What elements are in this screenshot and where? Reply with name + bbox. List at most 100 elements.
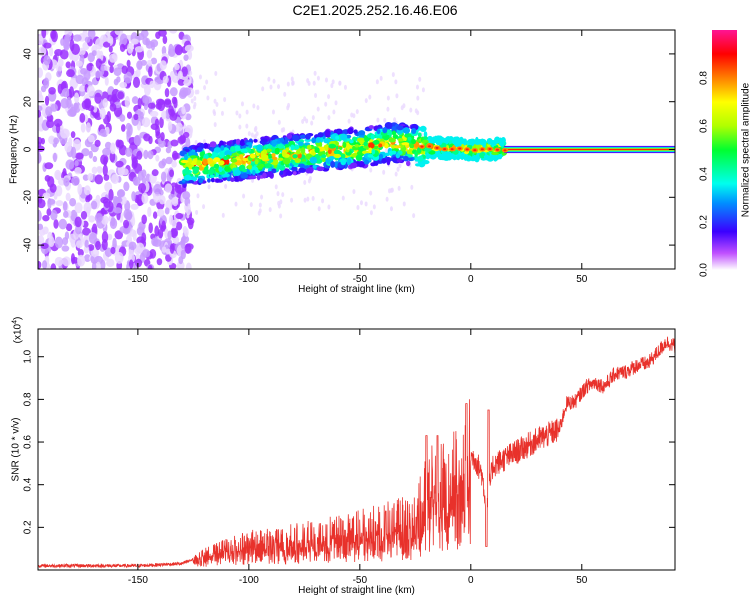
noise-blob [97, 166, 103, 174]
noise-blob [141, 176, 147, 186]
noise-blob [38, 194, 43, 204]
faint-speckle [393, 117, 397, 123]
noise-blob [48, 87, 56, 95]
faint-speckle [398, 163, 402, 169]
noise-blob [42, 260, 48, 269]
signal-blob [359, 139, 364, 145]
noise-blob [119, 114, 126, 122]
noise-blob [114, 251, 124, 264]
faint-speckle [418, 76, 422, 82]
faint-speckle [256, 138, 260, 144]
noise-blob [183, 79, 192, 87]
faint-speckle [327, 94, 331, 100]
signal-blob [290, 144, 295, 151]
noise-blob [116, 189, 125, 198]
signal-blob [297, 141, 304, 147]
noise-blob [167, 121, 173, 132]
noise-blob [155, 31, 161, 40]
faint-speckle [245, 123, 249, 129]
signal-blob [305, 133, 311, 140]
noise-blob [80, 210, 88, 220]
x-tick-label: -50 [353, 575, 368, 586]
faint-speckle [205, 79, 209, 85]
noise-blob [44, 95, 50, 106]
signal-blob [180, 159, 189, 164]
noise-blob [95, 70, 101, 79]
noise-blob [38, 67, 44, 78]
noise-blob [131, 156, 138, 168]
signal-blob [323, 144, 330, 151]
noise-blob [69, 233, 76, 244]
x-tick-label: 0 [468, 274, 474, 285]
signal-blob [468, 139, 474, 146]
colorbar-tick-label: 0.4 [699, 167, 710, 181]
noise-blob [149, 80, 155, 89]
colorbar: 0.0 0.2 0.4 0.6 0.8 Normalized spectral ampli… [699, 30, 750, 277]
exponent-power: 4 [12, 320, 19, 324]
noise-blob [91, 166, 98, 175]
signal-blob [474, 140, 481, 145]
signal-blob [409, 143, 414, 148]
noise-blob [134, 258, 143, 268]
noise-blob [95, 261, 101, 269]
faint-speckle [194, 140, 198, 146]
signal-blob [425, 154, 430, 159]
noise-blob [131, 96, 139, 104]
noise-blob [143, 103, 148, 111]
faint-speckle [312, 80, 316, 86]
faint-speckle [389, 206, 393, 212]
x-tick-label: -50 [353, 274, 368, 285]
faint-speckle [282, 127, 286, 133]
noise-blob [102, 147, 111, 156]
signal-blob [312, 164, 317, 169]
signal-blob [404, 133, 412, 138]
noise-blob [155, 98, 165, 106]
faint-speckle [421, 87, 425, 93]
signal-blob [271, 156, 278, 161]
noise-blob [126, 111, 133, 119]
x-axis-label: Height of straight line (km) [298, 284, 415, 295]
faint-speckle [332, 109, 336, 115]
faint-speckle [397, 185, 401, 191]
faint-speckle [193, 95, 197, 101]
signal-blob [411, 127, 417, 135]
signal-blob [340, 133, 348, 141]
noise-blob [162, 35, 168, 44]
noise-blob [38, 105, 43, 112]
noise-blob [86, 63, 93, 72]
signal-blob [407, 157, 413, 162]
noise-blob [69, 86, 75, 98]
noise-blob [109, 103, 117, 112]
noise-blob [156, 258, 163, 266]
signal-blob [459, 153, 465, 160]
faint-speckle [277, 200, 281, 206]
signal-blob [364, 136, 370, 143]
faint-speckle [307, 80, 311, 86]
noise-blob [164, 88, 170, 98]
signal-blob [391, 150, 397, 155]
faint-speckle [385, 196, 389, 202]
noise-blob [129, 259, 134, 269]
signal-peak-core [488, 147, 492, 150]
signal-blob [305, 167, 312, 174]
faint-speckle [382, 169, 386, 175]
noise-blob [159, 60, 167, 70]
signal-blob [223, 155, 229, 161]
noise-blob [94, 38, 104, 50]
noise-blob [38, 93, 44, 103]
noise-blob [83, 254, 91, 263]
noise-blob [112, 195, 119, 204]
noise-blob [141, 192, 149, 204]
signal-blob [437, 154, 445, 161]
signal-blob [431, 136, 437, 142]
signal-blob [454, 140, 462, 148]
signal-blob [338, 146, 343, 151]
signal-blob [209, 174, 215, 178]
noise-blob [50, 263, 57, 269]
signal-blob [196, 147, 203, 152]
signal-peak-core [435, 146, 439, 149]
signal-blob [481, 138, 487, 146]
signal-blob [294, 158, 301, 164]
signal-blob [254, 159, 259, 165]
noise-blob [50, 103, 58, 112]
